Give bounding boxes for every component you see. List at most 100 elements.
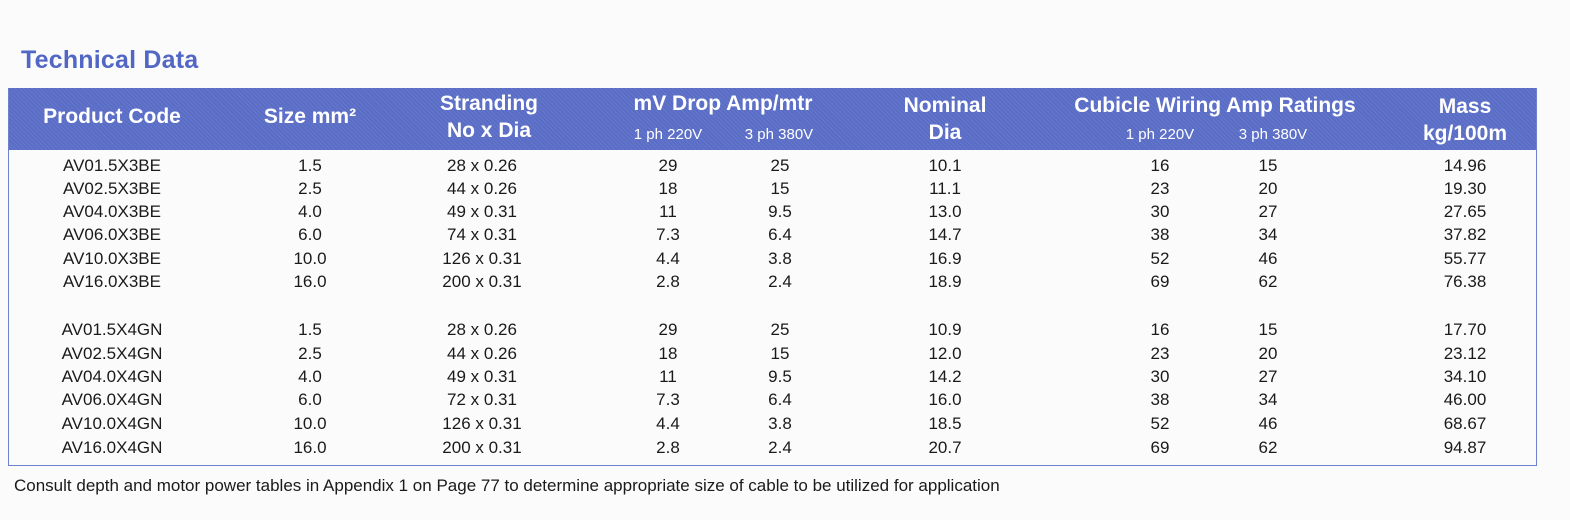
cell-mv-3ph: 6.4	[768, 390, 792, 409]
cell-size: 2.5	[298, 344, 322, 363]
cell-cw-3ph: 15	[1258, 320, 1278, 339]
section-title: Technical Data	[21, 46, 199, 74]
cell-cw-3ph: 15	[1258, 156, 1278, 175]
cell-product-code: AV16.0X4GN	[61, 438, 163, 457]
table-frame	[8, 88, 1537, 466]
header-mv-1ph: 1 ph 220V	[633, 126, 703, 143]
cell-mv-3ph: 2.4	[768, 272, 792, 291]
cell-product-code: AV04.0X3BE	[63, 202, 161, 221]
cell-nominal-dia: 14.7	[928, 225, 962, 244]
cell-cw-1ph: 30	[1150, 367, 1170, 386]
cell-mv-3ph: 9.5	[768, 202, 792, 221]
cell-product-code: AV02.5X4GN	[61, 344, 163, 363]
cell-mass: 14.96	[1443, 156, 1487, 175]
cell-nominal-dia: 14.2	[928, 367, 962, 386]
cell-mass: 94.87	[1443, 438, 1487, 457]
cell-mv-1ph: 2.8	[656, 272, 680, 291]
cell-mass: 17.70	[1443, 320, 1487, 339]
cell-mv-1ph: 11	[659, 367, 677, 386]
cell-mv-3ph: 25	[770, 156, 790, 175]
cell-stranding: 200 x 0.31	[442, 438, 522, 457]
header-mv-3ph: 3 ph 380V	[744, 126, 814, 143]
cell-mv-3ph: 25	[770, 320, 790, 339]
cell-mass: 55.77	[1443, 249, 1487, 268]
cell-stranding: 126 x 0.31	[442, 414, 522, 433]
header-stranding-sub: No x Dia	[446, 119, 532, 142]
cell-size: 2.5	[298, 179, 322, 198]
cell-mass: 23.12	[1443, 344, 1487, 363]
header-size: Size mm²	[263, 105, 357, 128]
cell-product-code: AV04.0X4GN	[61, 367, 163, 386]
cell-mv-1ph: 18	[658, 344, 678, 363]
cell-stranding: 49 x 0.31	[447, 367, 517, 386]
header-cw-1ph: 1 ph 220V	[1125, 126, 1195, 143]
header-cw-3ph: 3 ph 380V	[1238, 126, 1308, 143]
cell-mv-1ph: 2.8	[656, 438, 680, 457]
cell-mass: 19.30	[1443, 179, 1487, 198]
cell-mv-1ph: 4.4	[656, 249, 680, 268]
header-stranding: Stranding	[440, 92, 538, 115]
cell-mv-3ph: 3.8	[768, 249, 792, 268]
cell-mass: 76.38	[1443, 272, 1487, 291]
cell-cw-3ph: 46	[1258, 414, 1278, 433]
cell-cw-1ph: 69	[1150, 438, 1170, 457]
cell-mv-1ph: 18	[658, 179, 678, 198]
cell-mv-3ph: 15	[770, 179, 790, 198]
cell-mv-3ph: 15	[770, 344, 790, 363]
cell-mass: 34.10	[1443, 367, 1487, 386]
cell-stranding: 44 x 0.26	[447, 179, 517, 198]
cell-product-code: AV16.0X3BE	[63, 272, 161, 291]
cell-cw-1ph: 23	[1150, 179, 1170, 198]
cell-size: 6.0	[298, 225, 322, 244]
cell-product-code: AV01.5X4GN	[61, 320, 163, 339]
cell-size: 16.0	[293, 438, 327, 457]
cell-stranding: 28 x 0.26	[447, 320, 517, 339]
cell-size: 6.0	[298, 390, 322, 409]
cell-product-code: AV02.5X3BE	[63, 179, 161, 198]
cell-mv-3ph: 9.5	[768, 367, 792, 386]
cell-size: 1.5	[298, 156, 322, 175]
cell-product-code: AV06.0X4GN	[61, 390, 163, 409]
cell-stranding: 74 x 0.31	[447, 225, 517, 244]
cell-mass: 46.00	[1443, 390, 1487, 409]
cell-nominal-dia: 11.1	[929, 179, 961, 198]
cell-cw-3ph: 46	[1258, 249, 1278, 268]
cell-stranding: 200 x 0.31	[442, 272, 522, 291]
cell-mv-1ph: 11	[659, 202, 677, 221]
cell-mv-3ph: 2.4	[768, 438, 792, 457]
cell-product-code: AV01.5X3BE	[63, 156, 161, 175]
cell-cw-1ph: 23	[1150, 344, 1170, 363]
header-nominal: Nominal	[903, 94, 987, 117]
cell-cw-3ph: 34	[1258, 225, 1278, 244]
cell-size: 10.0	[293, 249, 327, 268]
cell-product-code: AV10.0X4GN	[61, 414, 163, 433]
cell-mv-1ph: 29	[658, 320, 678, 339]
header-nominal-sub: Dia	[928, 121, 962, 144]
cell-nominal-dia: 16.9	[928, 249, 962, 268]
cell-size: 16.0	[293, 272, 327, 291]
cell-nominal-dia: 10.9	[928, 320, 962, 339]
cell-nominal-dia: 12.0	[928, 344, 962, 363]
cell-nominal-dia: 13.0	[928, 202, 962, 221]
cell-size: 10.0	[293, 414, 327, 433]
header-mass: Mass	[1438, 95, 1492, 118]
cell-cw-3ph: 20	[1258, 344, 1278, 363]
cell-nominal-dia: 18.9	[928, 272, 962, 291]
cell-cw-3ph: 34	[1258, 390, 1278, 409]
cell-size: 1.5	[298, 320, 322, 339]
cell-stranding: 44 x 0.26	[447, 344, 517, 363]
cell-cw-1ph: 69	[1150, 272, 1170, 291]
table-header: Product Code Size mm² Stranding No x Dia…	[8, 88, 1537, 150]
cell-mass: 68.67	[1443, 414, 1487, 433]
cell-stranding: 72 x 0.31	[447, 390, 517, 409]
cell-stranding: 28 x 0.26	[447, 156, 517, 175]
header-mass-sub: kg/100m	[1422, 122, 1508, 145]
cell-cw-1ph: 30	[1150, 202, 1170, 221]
cell-cw-1ph: 16	[1150, 156, 1170, 175]
cell-mass: 27.65	[1443, 202, 1487, 221]
cell-size: 4.0	[298, 367, 322, 386]
cell-nominal-dia: 18.5	[928, 414, 962, 433]
cell-cw-1ph: 38	[1150, 390, 1170, 409]
cell-mv-1ph: 4.4	[656, 414, 680, 433]
cell-cw-3ph: 62	[1258, 438, 1278, 457]
